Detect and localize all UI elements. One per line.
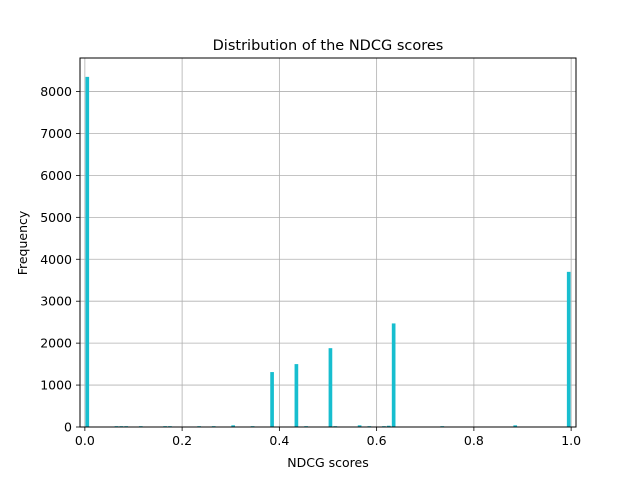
x-tick-label: 0.6	[367, 433, 387, 448]
ticks: 0.0 0.2 0.4 0.6 0.8 1.0 0 1000 2000 3000 4000 5000 6…	[40, 84, 581, 448]
x-tick-label: 0.8	[464, 433, 484, 448]
grid	[80, 58, 576, 428]
histogram-bar	[566, 271, 571, 427]
y-tick-label: 3000	[40, 294, 72, 309]
histogram-bar	[270, 372, 274, 427]
y-tick-label: 8000	[40, 84, 72, 99]
x-tick-label: 1.0	[561, 433, 581, 448]
y-tick-label: 2000	[40, 336, 72, 351]
y-tick-label: 5000	[40, 210, 72, 225]
x-tick-label: 0.4	[269, 433, 289, 448]
y-tick-label: 0	[64, 420, 72, 435]
x-tick-label: 0.2	[172, 433, 192, 448]
y-tick-label: 7000	[40, 126, 72, 141]
y-tick-label: 1000	[40, 378, 72, 393]
histogram-bar	[391, 323, 396, 427]
y-tick-label: 4000	[40, 252, 72, 267]
x-tick-label: 0.0	[75, 433, 95, 448]
histogram-bar	[85, 76, 90, 427]
chart-title: Distribution of the NDCG scores	[213, 38, 444, 54]
histogram-bar	[231, 425, 236, 427]
y-tick-label: 6000	[40, 168, 72, 183]
histogram-bar	[294, 364, 299, 427]
bars	[85, 76, 571, 427]
y-axis-label: Frequency	[15, 210, 30, 275]
histogram-bar	[513, 425, 518, 427]
histogram-bar	[386, 425, 391, 427]
histogram-bar	[357, 425, 362, 427]
plot-frame	[79, 57, 577, 428]
x-axis-label: NDCG scores	[287, 455, 368, 470]
histogram-bar	[328, 348, 333, 427]
